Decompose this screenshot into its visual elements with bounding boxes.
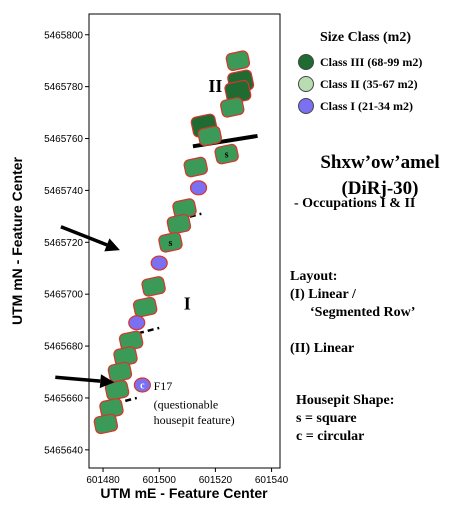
- legend-label-class-iii: Class III (68-99 m2): [320, 54, 423, 69]
- housepit-point: [150, 255, 168, 271]
- point-marker: [93, 413, 119, 435]
- legend-label-class-i: Class I (21-34 m2): [320, 98, 413, 113]
- legend-swatch-class-iii: [298, 54, 314, 70]
- pointer-arrow: [55, 374, 115, 389]
- annotation-text: F17: [154, 379, 173, 393]
- housepit-point: [197, 125, 222, 147]
- legend-swatch-class-i: [298, 98, 314, 114]
- y-tick-label: 5465780: [44, 82, 83, 93]
- site-name-line1: Shxw’ow’amel: [320, 152, 440, 173]
- point-shape-label: s: [169, 238, 173, 249]
- y-tick-label: 5465660: [44, 393, 83, 404]
- y-tick-label: 5465720: [44, 238, 83, 249]
- legend-title: Size Class (m2): [320, 30, 411, 45]
- layout-title: Layout:: [290, 269, 338, 284]
- occupation-label: I: [184, 294, 191, 314]
- point-marker: [189, 180, 208, 196]
- point-marker: [150, 255, 168, 271]
- layout-line3: (II) Linear: [290, 341, 355, 356]
- arrow-shaft: [60, 225, 108, 247]
- housepit-point: [220, 97, 245, 118]
- point-shape-label: s: [225, 150, 229, 161]
- shape-info: Housepit Shape: s = square c = circular: [296, 392, 394, 446]
- y-tick-label: 5465700: [44, 290, 83, 301]
- x-tick-label: 601480: [86, 475, 120, 486]
- point-marker: [225, 50, 251, 71]
- legend-item-class-ii: Class II (35-67 m2): [298, 76, 418, 92]
- y-axis-label: UTM mN - Feature Center: [9, 156, 25, 325]
- point-marker: [183, 156, 208, 178]
- arrows: [55, 225, 120, 389]
- annotation-text: housepit feature): [154, 413, 235, 427]
- housepit-point: s: [158, 232, 183, 253]
- shape-title: Housepit Shape:: [296, 393, 395, 408]
- point-marker: [133, 377, 151, 393]
- x-tick-label: 601540: [255, 475, 289, 486]
- point-shape-label: c: [140, 380, 145, 391]
- x-tick-label: 601500: [143, 475, 177, 486]
- legend-swatch-class-ii: [298, 76, 314, 92]
- point-marker: [132, 296, 158, 318]
- y-tick-label: 5465640: [44, 445, 83, 456]
- layout-line2: ‘Segmented Row’: [310, 305, 416, 320]
- shape-line1: s = square: [296, 411, 357, 426]
- housepit-point: [132, 296, 158, 318]
- shape-line2: c = circular: [296, 429, 365, 444]
- point-marker: [220, 97, 245, 118]
- arrow-shaft: [55, 375, 101, 383]
- housepit-point: [128, 315, 146, 331]
- housepit-point: c: [133, 377, 151, 393]
- housepit-point: [183, 156, 208, 178]
- housepit-point: [141, 276, 166, 297]
- arrow-head: [104, 238, 120, 252]
- housepit-points: s s c: [93, 50, 255, 435]
- housepit-point: [93, 413, 119, 435]
- housepit-point: s: [214, 143, 239, 165]
- y-tick-label: 5465800: [44, 30, 83, 41]
- site-name: Shxw’ow’amel (DiRj-30): [300, 150, 460, 202]
- annotation-text: (questionable: [154, 397, 219, 411]
- legend-item-class-i: Class I (21-34 m2): [298, 98, 413, 114]
- housepit-point: [225, 50, 251, 71]
- point-marker: [104, 379, 130, 401]
- legend-label-class-ii: Class II (35-67 m2): [320, 76, 418, 91]
- y-tick-label: 5465740: [44, 186, 83, 197]
- legend-item-class-iii: Class III (68-99 m2): [298, 54, 422, 70]
- point-marker: [197, 125, 222, 147]
- pointer-arrow: [60, 225, 120, 252]
- x-tick-label: 601520: [199, 475, 233, 486]
- site-name-line2: (DiRj-30): [341, 178, 419, 199]
- x-axis-label: UTM mE - Feature Center: [100, 485, 268, 501]
- housepit-point: [189, 180, 208, 196]
- occupation-label: II: [208, 76, 222, 96]
- point-marker: [166, 213, 192, 235]
- layout-info: Layout: (I) Linear / ‘Segmented Row’ (II…: [290, 268, 415, 358]
- layout-line1: (I) Linear /: [290, 287, 356, 302]
- y-axis: 5465640 5465660 5465680 5465700 5465720 54657…: [44, 30, 89, 456]
- site-occupations: - Occupations I & II: [294, 196, 416, 211]
- housepit-point: [104, 379, 130, 401]
- arrow-head: [99, 374, 115, 389]
- point-marker: [128, 315, 146, 331]
- point-marker: [214, 143, 239, 165]
- point-marker: [158, 232, 183, 253]
- x-axis: 601480 601500 601520 601540: [86, 468, 289, 486]
- y-tick-label: 5465680: [44, 342, 83, 353]
- y-tick-label: 5465760: [44, 134, 83, 145]
- point-marker: [141, 276, 166, 297]
- housepit-point: [166, 213, 192, 235]
